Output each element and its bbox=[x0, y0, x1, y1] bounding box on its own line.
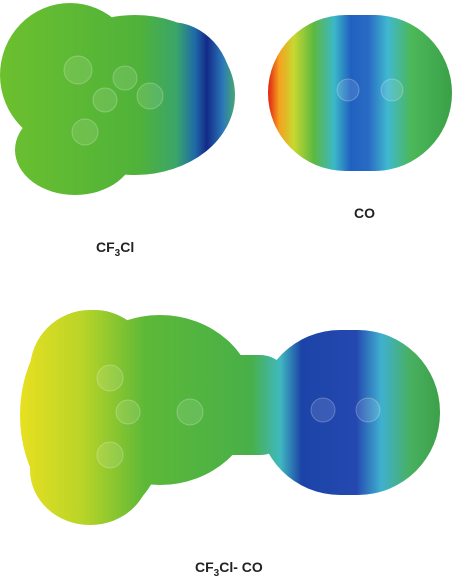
label: CF3Cl bbox=[96, 239, 134, 259]
cf3cl-surface bbox=[0, 3, 235, 195]
label-text: CO bbox=[354, 205, 375, 221]
co-surface bbox=[268, 15, 452, 171]
label: CO bbox=[354, 205, 375, 221]
figure: CF3Cl CO CF3Cl- CO bbox=[0, 0, 457, 581]
label: CF3Cl- CO bbox=[195, 559, 263, 579]
label-text: Cl bbox=[120, 239, 134, 255]
label-text: CF bbox=[96, 239, 115, 255]
label-text: CF bbox=[195, 559, 214, 575]
label-text: Cl- CO bbox=[219, 559, 263, 575]
